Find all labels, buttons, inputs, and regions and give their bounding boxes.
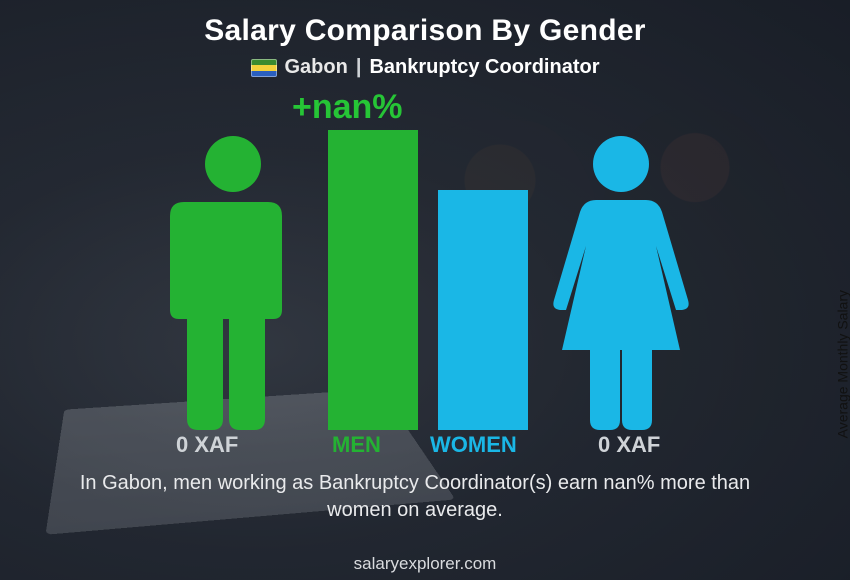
women-salary-value: 0 XAF	[598, 432, 660, 458]
page-title: Salary Comparison By Gender	[0, 14, 850, 48]
male-icon	[158, 130, 308, 430]
bar-women	[438, 190, 528, 430]
summary-text: In Gabon, men working as Bankruptcy Coor…	[50, 470, 780, 524]
labels-row: 0 XAF MEN WOMEN 0 XAF	[0, 432, 850, 464]
male-person-icon	[158, 130, 308, 430]
female-person-icon	[546, 130, 696, 430]
flag-icon	[251, 59, 277, 77]
y-axis-caption: Average Monthly Salary	[834, 290, 850, 438]
subtitle-separator: |	[356, 56, 362, 79]
bar-men	[328, 130, 418, 430]
female-icon	[546, 130, 696, 430]
subtitle-country: Gabon	[285, 56, 348, 79]
subtitle-job: Bankruptcy Coordinator	[369, 56, 599, 79]
source-footer: salaryexplorer.com	[0, 554, 850, 574]
women-label: WOMEN	[430, 432, 517, 458]
subtitle-row: Gabon | Bankruptcy Coordinator	[0, 56, 850, 79]
men-salary-value: 0 XAF	[176, 432, 238, 458]
infographic-stage: Salary Comparison By Gender Gabon | Bank…	[0, 0, 850, 580]
men-label: MEN	[332, 432, 381, 458]
percent-difference-label: +nan%	[292, 88, 403, 127]
bar-chart	[0, 130, 850, 430]
